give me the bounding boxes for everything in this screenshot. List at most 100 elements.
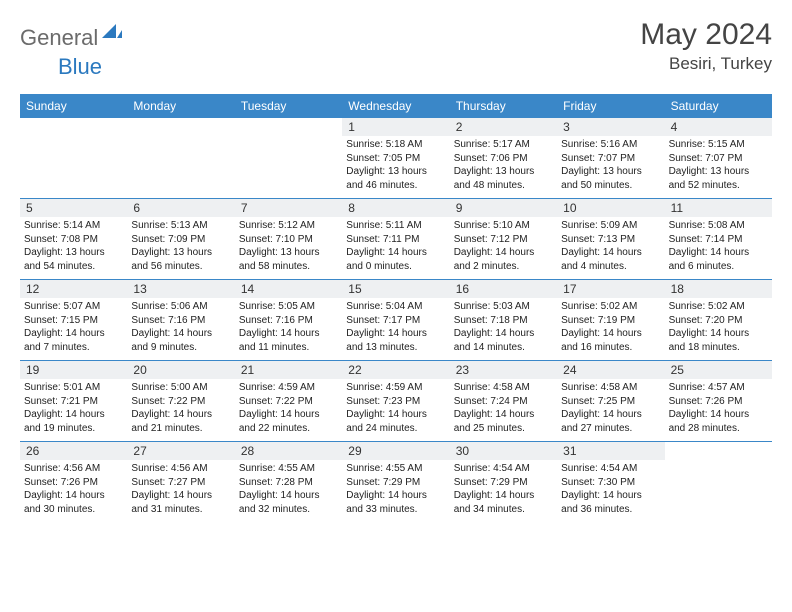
day-number: 6 — [127, 199, 234, 217]
day-details: Sunrise: 5:05 AMSunset: 7:16 PMDaylight:… — [239, 300, 338, 354]
daylight-text: Daylight: 13 hours and 52 minutes. — [669, 165, 768, 192]
calendar-cell: 13Sunrise: 5:06 AMSunset: 7:16 PMDayligh… — [127, 280, 234, 360]
daylight-text: Daylight: 14 hours and 4 minutes. — [561, 246, 660, 273]
calendar-cell: 2 Sunrise: 5:17 AMSunset: 7:06 PMDaylight… — [450, 118, 557, 198]
day-number — [665, 442, 772, 460]
day-number: 27 — [127, 442, 234, 460]
day-details: Sunrise: 4:58 AMSunset: 7:25 PMDaylight:… — [561, 381, 660, 435]
sunrise-text: Sunrise: 4:57 AM — [669, 381, 768, 395]
sunrise-text: Sunrise: 5:09 AM — [561, 219, 660, 233]
sunrise-text: Sunrise: 5:01 AM — [24, 381, 123, 395]
sunset-text: Sunset: 7:13 PM — [561, 233, 660, 247]
daylight-text: Daylight: 14 hours and 32 minutes. — [239, 489, 338, 516]
sunrise-text: Sunrise: 5:03 AM — [454, 300, 553, 314]
daylight-text: Daylight: 13 hours and 46 minutes. — [346, 165, 445, 192]
day-number: 16 — [450, 280, 557, 298]
calendar-cell: 29Sunrise: 4:55 AMSunset: 7:29 PMDayligh… — [342, 442, 449, 522]
calendar-week: 5Sunrise: 5:14 AMSunset: 7:08 PMDaylight… — [20, 198, 772, 279]
day-details: Sunrise: 5:03 AMSunset: 7:18 PMDaylight:… — [454, 300, 553, 354]
calendar-day-header: Sunday Monday Tuesday Wednesday Thursday… — [20, 94, 772, 118]
daylight-text: Daylight: 14 hours and 34 minutes. — [454, 489, 553, 516]
day-number: 26 — [20, 442, 127, 460]
calendar-cell: 5Sunrise: 5:14 AMSunset: 7:08 PMDaylight… — [20, 199, 127, 279]
calendar-cell — [20, 118, 127, 198]
daylight-text: Daylight: 13 hours and 56 minutes. — [131, 246, 230, 273]
day-head-sun: Sunday — [20, 94, 127, 118]
sunset-text: Sunset: 7:17 PM — [346, 314, 445, 328]
calendar-cell: 21Sunrise: 4:59 AMSunset: 7:22 PMDayligh… — [235, 361, 342, 441]
daylight-text: Daylight: 14 hours and 33 minutes. — [346, 489, 445, 516]
daylight-text: Daylight: 14 hours and 11 minutes. — [239, 327, 338, 354]
logo-text-blue: Blue — [58, 54, 102, 79]
sunset-text: Sunset: 7:19 PM — [561, 314, 660, 328]
sunrise-text: Sunrise: 5:05 AM — [239, 300, 338, 314]
calendar-week: 19Sunrise: 5:01 AMSunset: 7:21 PMDayligh… — [20, 360, 772, 441]
sunrise-text: Sunrise: 5:08 AM — [669, 219, 768, 233]
day-number: 12 — [20, 280, 127, 298]
day-number: 23 — [450, 361, 557, 379]
day-number: 2 — [450, 118, 557, 136]
sunrise-text: Sunrise: 4:55 AM — [239, 462, 338, 476]
day-details: Sunrise: 5:09 AMSunset: 7:13 PMDaylight:… — [561, 219, 660, 273]
calendar-cell: 27 Sunrise: 4:56 AMSunset: 7:27 PMDayligh… — [127, 442, 234, 522]
calendar-cell: 18Sunrise: 5:02 AMSunset: 7:20 PMDayligh… — [665, 280, 772, 360]
day-number: 10 — [557, 199, 664, 217]
sunset-text: Sunset: 7:16 PM — [131, 314, 230, 328]
sunrise-text: Sunrise: 5:16 AM — [561, 138, 660, 152]
day-number: 21 — [235, 361, 342, 379]
sunrise-text: Sunrise: 4:58 AM — [561, 381, 660, 395]
sunset-text: Sunset: 7:26 PM — [669, 395, 768, 409]
day-details: Sunrise: 5:17 AMSunset: 7:06 PMDaylight:… — [454, 138, 553, 192]
daylight-text: Daylight: 13 hours and 48 minutes. — [454, 165, 553, 192]
sunset-text: Sunset: 7:06 PM — [454, 152, 553, 166]
day-number: 7 — [235, 199, 342, 217]
calendar-week: 12Sunrise: 5:07 AMSunset: 7:15 PMDayligh… — [20, 279, 772, 360]
day-number: 29 — [342, 442, 449, 460]
day-number: 11 — [665, 199, 772, 217]
day-number — [20, 118, 127, 136]
calendar-cell: 26 Sunrise: 4:56 AMSunset: 7:26 PMDayligh… — [20, 442, 127, 522]
calendar-cell: 20Sunrise: 5:00 AMSunset: 7:22 PMDayligh… — [127, 361, 234, 441]
daylight-text: Daylight: 13 hours and 58 minutes. — [239, 246, 338, 273]
sunset-text: Sunset: 7:05 PM — [346, 152, 445, 166]
calendar-cell: 30Sunrise: 4:54 AMSunset: 7:29 PMDayligh… — [450, 442, 557, 522]
sunrise-text: Sunrise: 5:10 AM — [454, 219, 553, 233]
day-details: Sunrise: 4:56 AMSunset: 7:27 PMDaylight:… — [131, 462, 230, 516]
sunrise-text: Sunrise: 5:07 AM — [24, 300, 123, 314]
day-details: Sunrise: 5:01 AMSunset: 7:21 PMDaylight:… — [24, 381, 123, 435]
sunrise-text: Sunrise: 4:55 AM — [346, 462, 445, 476]
sunrise-text: Sunrise: 5:02 AM — [669, 300, 768, 314]
sunrise-text: Sunrise: 4:54 AM — [561, 462, 660, 476]
sunset-text: Sunset: 7:26 PM — [24, 476, 123, 490]
sunrise-text: Sunrise: 5:00 AM — [131, 381, 230, 395]
daylight-text: Daylight: 14 hours and 21 minutes. — [131, 408, 230, 435]
daylight-text: Daylight: 14 hours and 18 minutes. — [669, 327, 768, 354]
daylight-text: Daylight: 14 hours and 16 minutes. — [561, 327, 660, 354]
daylight-text: Daylight: 14 hours and 25 minutes. — [454, 408, 553, 435]
logo-text-general: General — [20, 25, 98, 51]
day-number: 31 — [557, 442, 664, 460]
calendar-cell: 28Sunrise: 4:55 AMSunset: 7:28 PMDayligh… — [235, 442, 342, 522]
sunrise-text: Sunrise: 4:56 AM — [131, 462, 230, 476]
daylight-text: Daylight: 14 hours and 28 minutes. — [669, 408, 768, 435]
calendar-cell: 31Sunrise: 4:54 AMSunset: 7:30 PMDayligh… — [557, 442, 664, 522]
sunset-text: Sunset: 7:10 PM — [239, 233, 338, 247]
sunrise-text: Sunrise: 5:06 AM — [131, 300, 230, 314]
sunrise-text: Sunrise: 5:04 AM — [346, 300, 445, 314]
sunset-text: Sunset: 7:22 PM — [131, 395, 230, 409]
sunset-text: Sunset: 7:11 PM — [346, 233, 445, 247]
sunrise-text: Sunrise: 5:17 AM — [454, 138, 553, 152]
day-details: Sunrise: 4:56 AMSunset: 7:26 PMDaylight:… — [24, 462, 123, 516]
daylight-text: Daylight: 14 hours and 13 minutes. — [346, 327, 445, 354]
calendar-cell: 24Sunrise: 4:58 AMSunset: 7:25 PMDayligh… — [557, 361, 664, 441]
calendar-grid: 1Sunrise: 5:18 AMSunset: 7:05 PMDaylight… — [20, 118, 772, 522]
day-details: Sunrise: 5:14 AMSunset: 7:08 PMDaylight:… — [24, 219, 123, 273]
sunset-text: Sunset: 7:12 PM — [454, 233, 553, 247]
sunset-text: Sunset: 7:24 PM — [454, 395, 553, 409]
month-title: May 2024 — [640, 18, 772, 52]
calendar-cell: 3Sunrise: 5:16 AMSunset: 7:07 PMDaylight… — [557, 118, 664, 198]
daylight-text: Daylight: 14 hours and 24 minutes. — [346, 408, 445, 435]
day-details: Sunrise: 5:18 AMSunset: 7:05 PMDaylight:… — [346, 138, 445, 192]
sunset-text: Sunset: 7:27 PM — [131, 476, 230, 490]
day-number: 17 — [557, 280, 664, 298]
